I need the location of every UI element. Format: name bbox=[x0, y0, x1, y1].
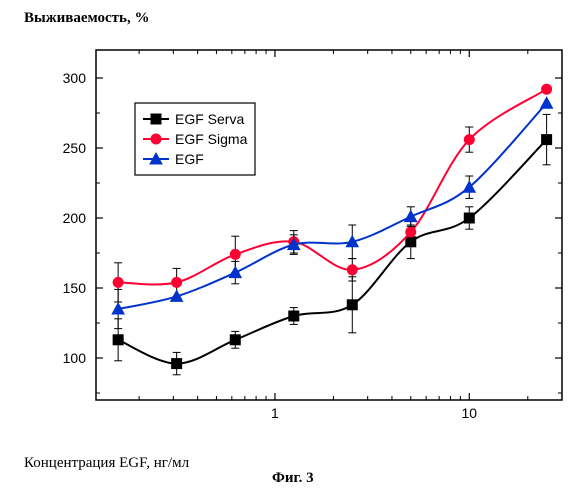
y-tick-label: 300 bbox=[63, 70, 87, 86]
y-tick-label: 100 bbox=[63, 350, 87, 366]
y-tick-label: 200 bbox=[63, 210, 87, 226]
legend-item-label: EGF bbox=[175, 151, 204, 167]
legend-item-label: EGF Serva bbox=[175, 111, 244, 127]
x-tick-label: 10 bbox=[461, 405, 477, 421]
y-axis-label: Выживаемость, % bbox=[24, 10, 149, 27]
y-tick-label: 150 bbox=[63, 280, 87, 296]
y-tick-label: 250 bbox=[63, 140, 87, 156]
x-axis-label: Концентрация EGF, нг/мл bbox=[24, 455, 189, 472]
x-tick-label: 1 bbox=[271, 405, 279, 421]
legend-item-label: EGF Sigma bbox=[175, 131, 248, 147]
figure-caption: Фиг. 3 bbox=[272, 470, 314, 487]
chart-area: 100 150 200 250 300 1 10 EGF Serva EGF Sigma EGF bbox=[40, 40, 570, 435]
